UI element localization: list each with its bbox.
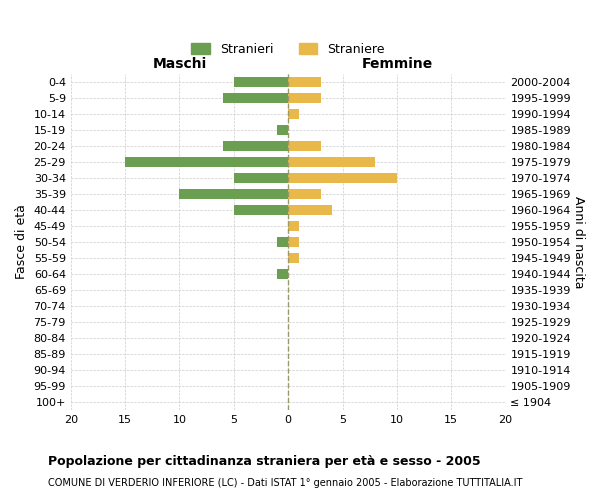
Bar — [288, 221, 299, 231]
Bar — [288, 253, 299, 263]
Bar — [288, 237, 299, 247]
Text: Popolazione per cittadinanza straniera per età e sesso - 2005: Popolazione per cittadinanza straniera p… — [48, 455, 481, 468]
Bar — [288, 157, 375, 166]
Bar — [288, 141, 321, 150]
Bar — [234, 173, 288, 182]
Bar — [234, 77, 288, 86]
Bar — [223, 93, 288, 102]
Text: Femmine: Femmine — [361, 58, 433, 71]
Bar — [277, 125, 288, 134]
Bar — [288, 77, 321, 86]
Bar — [277, 237, 288, 247]
Bar — [179, 189, 288, 198]
Y-axis label: Fasce di età: Fasce di età — [15, 204, 28, 280]
Y-axis label: Anni di nascita: Anni di nascita — [572, 196, 585, 288]
Legend: Stranieri, Straniere: Stranieri, Straniere — [185, 36, 391, 62]
Bar — [277, 269, 288, 279]
Bar — [288, 173, 397, 182]
Bar — [223, 141, 288, 150]
Text: Maschi: Maschi — [152, 58, 206, 71]
Bar — [288, 93, 321, 102]
Bar — [288, 205, 332, 214]
Bar — [234, 205, 288, 214]
Text: COMUNE DI VERDERIO INFERIORE (LC) - Dati ISTAT 1° gennaio 2005 - Elaborazione TU: COMUNE DI VERDERIO INFERIORE (LC) - Dati… — [48, 478, 523, 488]
Bar — [288, 189, 321, 198]
Bar — [125, 157, 288, 166]
Bar — [288, 109, 299, 118]
